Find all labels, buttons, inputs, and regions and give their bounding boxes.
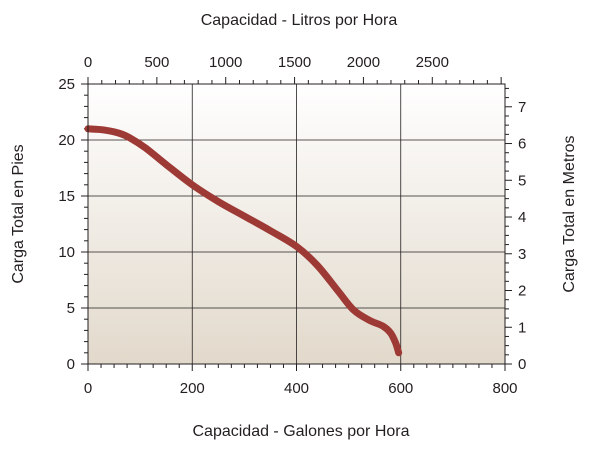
x-tick-label: 600: [388, 380, 413, 397]
bottom-axis-title: Capacidad - Galones por Hora: [192, 423, 409, 440]
plot-frame: [87, 83, 506, 365]
left-axis-title: Carga Total en Pies: [10, 144, 27, 283]
top-axis-title: Capacidad - Litros por Hora: [201, 12, 398, 29]
y2-tick-label: 5: [518, 172, 526, 189]
y-tick-label: 5: [67, 300, 75, 317]
x2-tick-label: 1500: [278, 54, 311, 71]
x-tick-label: 800: [492, 380, 517, 397]
y2-tick-label: 2: [518, 283, 526, 300]
y2-tick-label: 4: [518, 209, 526, 226]
y2-tick-label: 6: [518, 136, 526, 153]
performance-curve-line: [84, 125, 403, 357]
y-tick-label: 25: [58, 76, 75, 93]
x2-tick-label: 2000: [347, 54, 380, 71]
x2-tick-label: 0: [84, 54, 92, 71]
x-tick-label: 0: [84, 380, 92, 397]
x-tick-label: 400: [284, 380, 309, 397]
y-tick-label: 0: [67, 356, 75, 373]
y2-tick-label: 7: [518, 99, 526, 116]
x2-tick-label: 2500: [416, 54, 449, 71]
x-tick-label: 200: [180, 380, 205, 397]
y-tick-label: 15: [58, 188, 75, 205]
right-axis-title: Carga Total en Metros: [561, 135, 578, 292]
x2-tick-label: 1000: [209, 54, 242, 71]
x2-tick-label: 500: [144, 54, 169, 71]
y2-tick-label: 1: [518, 319, 526, 336]
y2-tick-label: 0: [518, 356, 526, 373]
y-tick-label: 20: [58, 132, 75, 149]
y2-tick-label: 3: [518, 246, 526, 263]
y-tick-label: 10: [58, 244, 75, 261]
